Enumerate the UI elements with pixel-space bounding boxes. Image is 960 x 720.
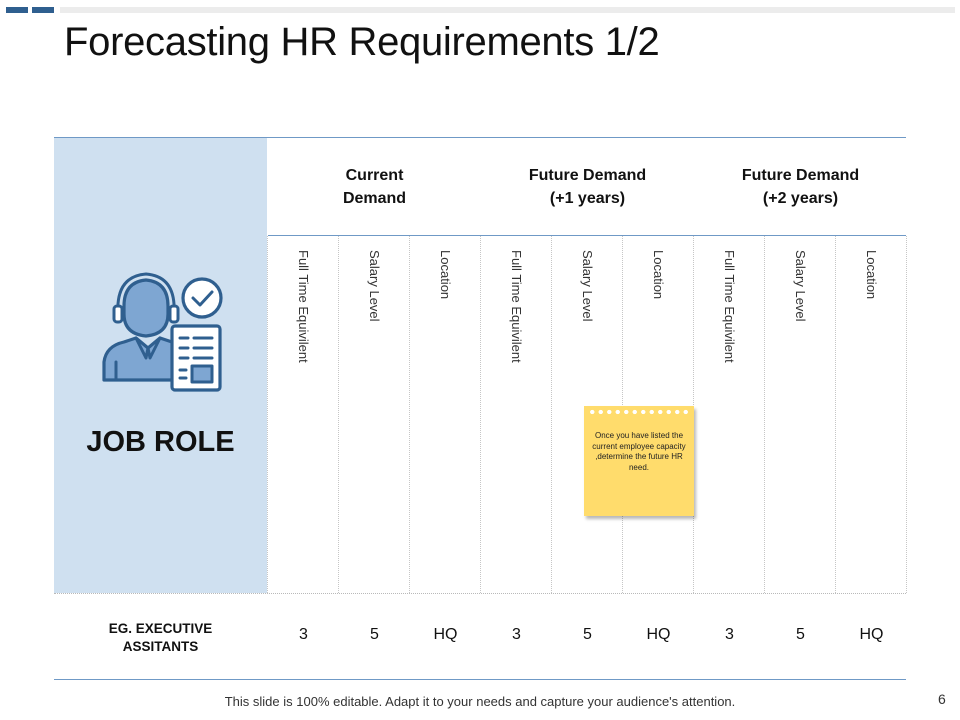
group-header-line: Demand (342, 190, 407, 207)
column-separator (764, 236, 765, 593)
row-divider-rule (54, 593, 906, 594)
group-header-line: Current (345, 167, 404, 184)
column-separator (338, 236, 339, 593)
column-header: Location (410, 250, 481, 410)
column-separator (835, 236, 836, 593)
employee-checklist-icon (102, 272, 223, 392)
column-header: Full Time Equivilent (268, 250, 339, 410)
column-header-text: Location (438, 250, 453, 300)
column-header-text: Location (864, 250, 879, 300)
column-header-text: Location (651, 250, 666, 300)
table-cell: HQ (646, 626, 671, 643)
column-header: Location (836, 250, 907, 410)
group-header-line: Future Demand (528, 167, 647, 184)
column-header-text: Full Time Equivilent (722, 250, 737, 363)
top-divider-bar (60, 7, 955, 13)
column-separator (480, 236, 481, 593)
table-cell: 3 (512, 626, 521, 643)
note-tape (588, 408, 690, 416)
footer-text: This slide is 100% editable. Adapt it to… (224, 694, 736, 709)
column-header-text: Full Time Equivilent (509, 250, 524, 363)
top-accent-block (6, 7, 28, 13)
group-header-future-2: Future Demand (+2 years) (694, 164, 907, 210)
column-header-text: Salary Level (580, 250, 595, 322)
group-header-line: Future Demand (741, 167, 860, 184)
column-header: Salary Level (765, 250, 836, 410)
job-role-panel: JOB ROLE (54, 138, 267, 593)
table-cell: HQ (859, 626, 884, 643)
table-cell: HQ (433, 626, 458, 643)
column-separator (267, 236, 268, 593)
column-header-text: Salary Level (367, 250, 382, 322)
table-top-rule (54, 137, 906, 138)
sticky-note: Once you have listed the current employe… (584, 406, 694, 516)
group-header-line: (+2 years) (762, 190, 839, 207)
top-accent-block (32, 7, 54, 13)
column-separator (551, 236, 552, 593)
column-header-text: Full Time Equivilent (296, 250, 311, 363)
page-number: 6 (938, 691, 946, 707)
row-label: EG. EXECUTIVE ASSITANTS (54, 620, 267, 656)
sticky-note-text: Once you have listed the current employe… (592, 431, 686, 472)
row-label-line: ASSITANTS (122, 639, 199, 654)
column-header: Salary Level (339, 250, 410, 410)
column-header-text: Salary Level (793, 250, 808, 322)
table-cell: 3 (299, 626, 308, 643)
column-separator (409, 236, 410, 593)
column-header: Location (623, 250, 694, 410)
slide-title: Forecasting HR Requirements 1/2 (64, 20, 660, 64)
group-header-current: Current Demand (268, 164, 481, 210)
table-cell: 3 (725, 626, 734, 643)
row-label-line: EG. EXECUTIVE (108, 621, 213, 636)
group-header-line: (+1 years) (549, 190, 626, 207)
column-header: Salary Level (552, 250, 623, 410)
group-header-future-1: Future Demand (+1 years) (481, 164, 694, 210)
table-bottom-rule (54, 679, 906, 680)
table-cell: 5 (370, 626, 379, 643)
header-divider-rule (268, 235, 906, 236)
table-cell: 5 (796, 626, 805, 643)
table-cell: 5 (583, 626, 592, 643)
column-separator (906, 236, 907, 593)
job-role-label: JOB ROLE (86, 426, 235, 458)
column-header: Full Time Equivilent (481, 250, 552, 410)
column-header: Full Time Equivilent (694, 250, 765, 410)
